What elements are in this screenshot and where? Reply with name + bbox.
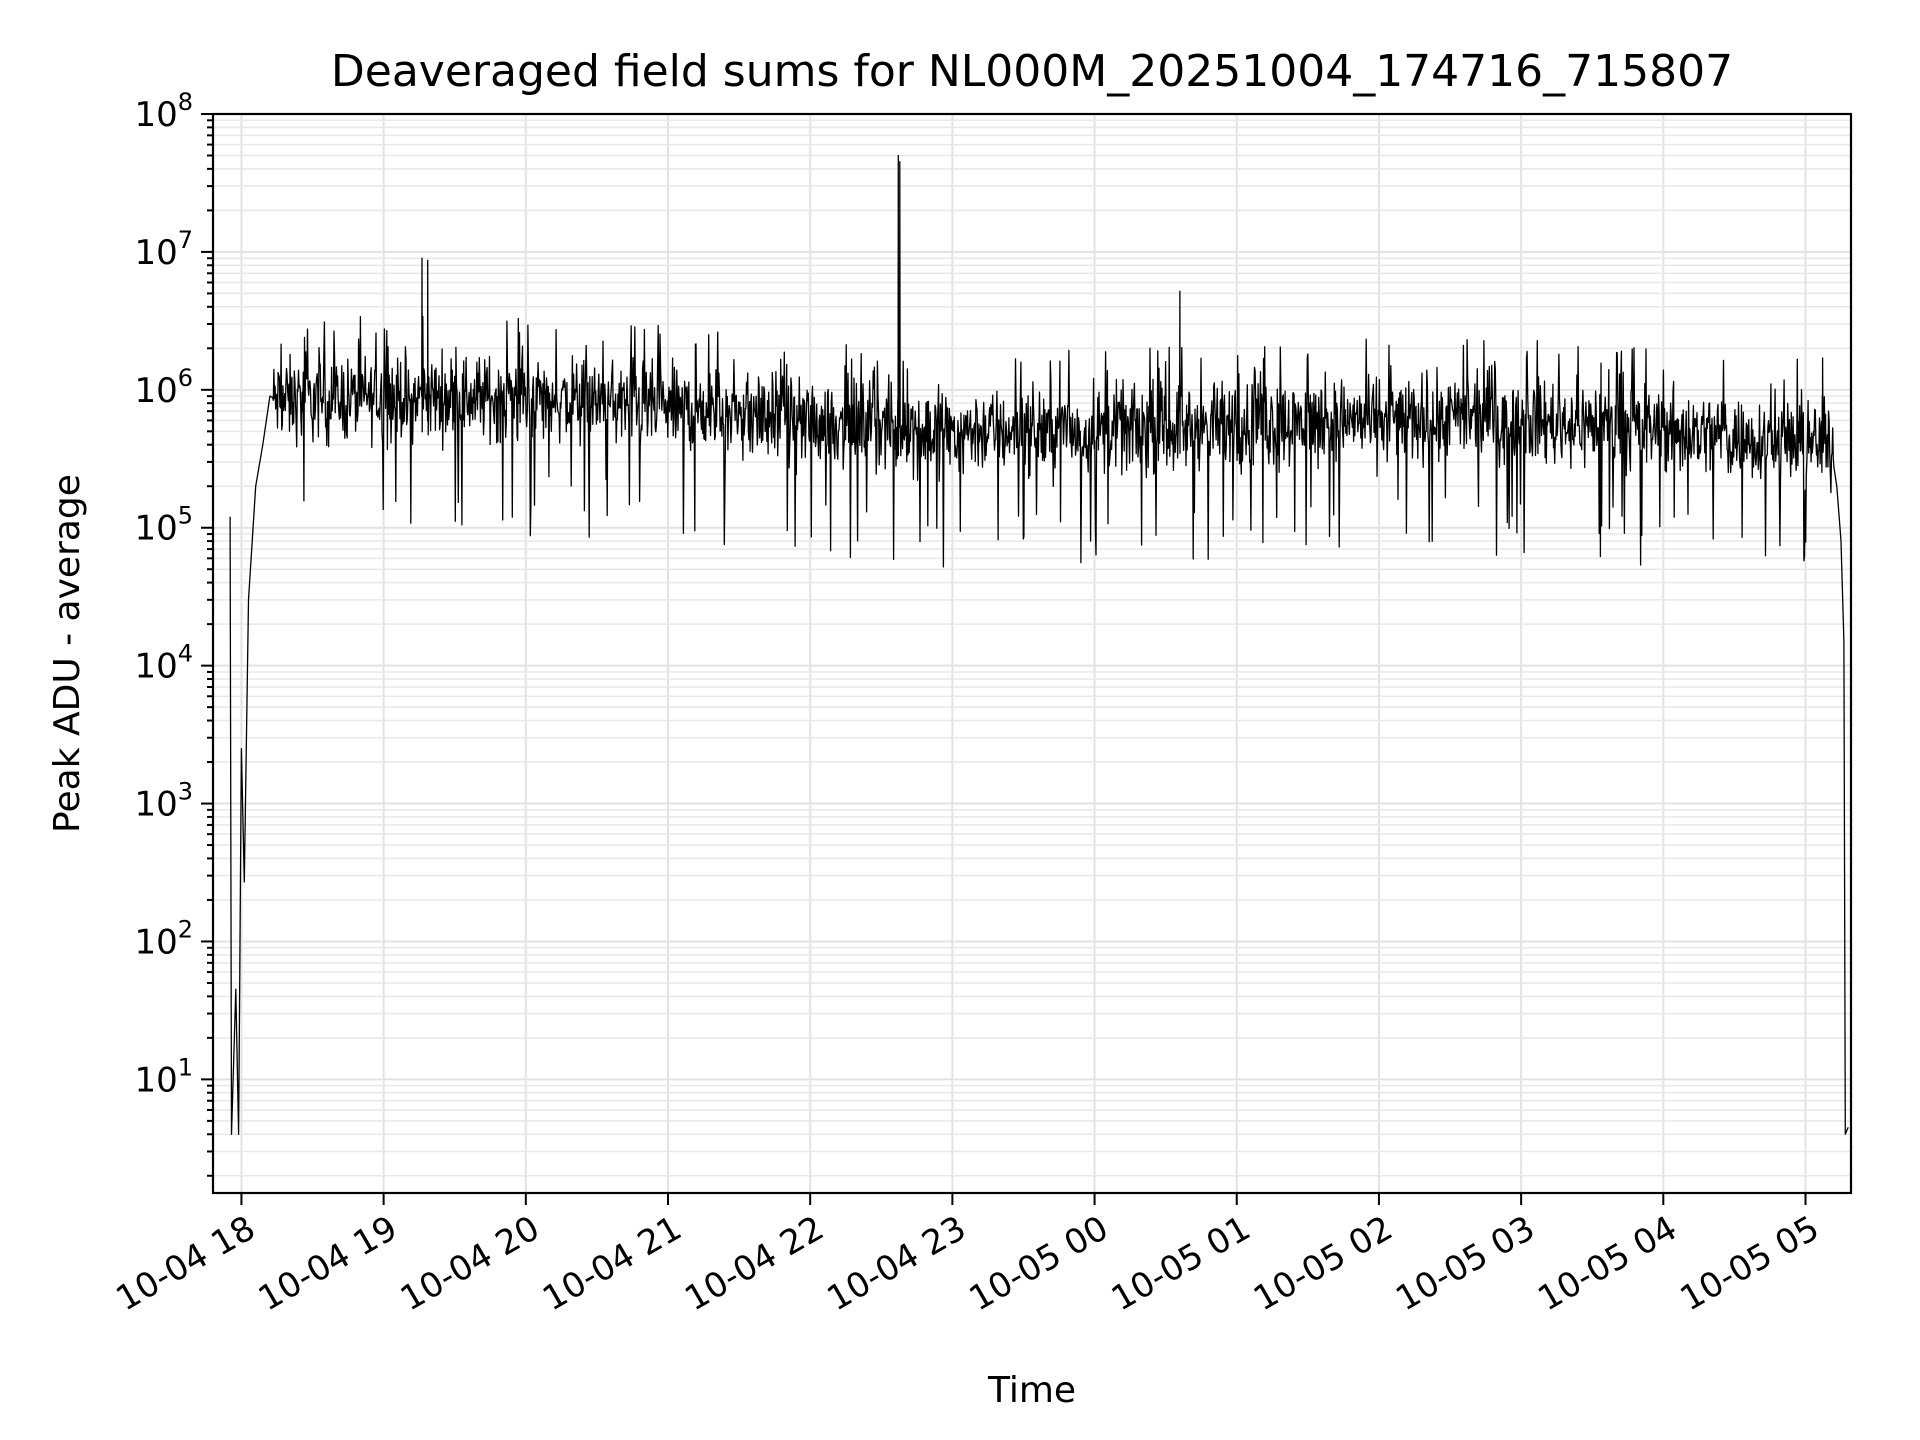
x-tick-label: 10-05 04	[1531, 1208, 1683, 1319]
grid-lines	[213, 113, 1851, 1193]
y-tick-label: 108	[134, 88, 193, 135]
x-tick-label: 10-04 21	[536, 1208, 688, 1319]
y-tick-label: 101	[134, 1053, 193, 1100]
x-tick-label: 10-05 00	[963, 1208, 1115, 1319]
x-tick-label: 10-04 18	[110, 1208, 262, 1319]
x-tick-label: 10-05 03	[1389, 1208, 1541, 1319]
x-tick-label: 10-05 02	[1247, 1208, 1399, 1319]
x-axis-label: Time	[987, 1370, 1076, 1411]
chart-title: Deaveraged field sums for NL000M_2025100…	[331, 46, 1733, 97]
y-tick-label: 107	[134, 226, 193, 273]
x-tick-label: 10-04 23	[820, 1208, 972, 1319]
y-tick-label: 106	[134, 364, 193, 411]
series-line-field-sums	[229, 154, 1849, 1135]
plot-frame	[211, 112, 1853, 1195]
y-tick-label: 102	[134, 915, 193, 962]
x-tick-label: 10-04 20	[394, 1208, 546, 1319]
y-axis-label: Peak ADU - average	[47, 474, 88, 833]
y-tick-label: 105	[134, 502, 193, 549]
y-tick-label: 103	[134, 778, 193, 825]
y-tick-label: 104	[134, 640, 193, 687]
x-tick-label: 10-04 19	[252, 1208, 404, 1319]
x-tick-label: 10-05 05	[1674, 1208, 1826, 1319]
x-tick-label: 10-05 01	[1105, 1208, 1257, 1319]
x-tick-label: 10-04 22	[678, 1208, 830, 1319]
